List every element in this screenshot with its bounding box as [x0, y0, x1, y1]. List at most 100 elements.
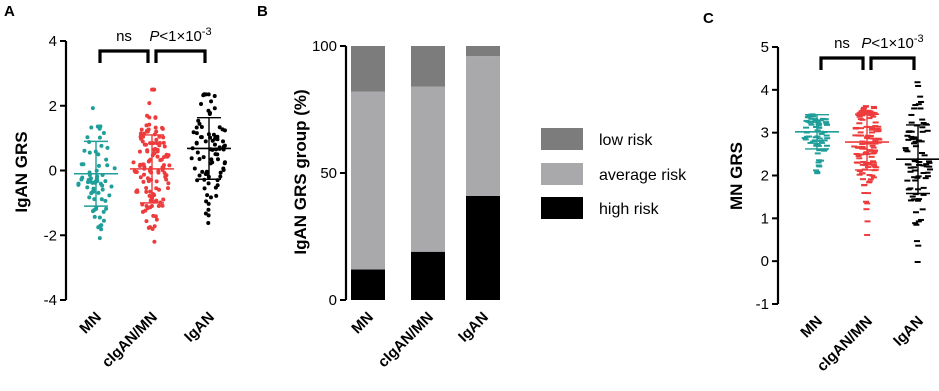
pa-point [97, 236, 102, 241]
pa-point [98, 124, 103, 129]
pa-point [206, 221, 211, 226]
pa-point [137, 164, 142, 169]
pa-point [137, 149, 142, 154]
panel-b-ylabel: IgAN GRS group (%) [291, 89, 310, 254]
pa-point [209, 99, 214, 104]
pc-bracket-1 [819, 56, 865, 70]
pc-category-label-igan: IgAN [890, 313, 927, 350]
pa-point [139, 127, 144, 132]
pa-point [101, 218, 106, 223]
pa-point [104, 157, 109, 162]
pa-sig-label-1: ns [116, 28, 132, 45]
pa-point [96, 190, 101, 195]
legend-label-average-risk: average risk [599, 167, 687, 184]
pb-bar-cigan-mn-high-risk [411, 251, 445, 300]
pa-point [85, 135, 90, 140]
pa-point [163, 174, 168, 179]
pb-bar-igan-average-risk [466, 56, 500, 196]
pa-point [100, 183, 105, 188]
pa-point [82, 148, 87, 153]
pa-point [85, 185, 90, 190]
pa-point [147, 122, 152, 127]
pa-point [201, 155, 206, 160]
panel-c-significance: ns P<1×10-3 [819, 33, 924, 70]
pa-point [86, 177, 91, 182]
pa-point [166, 153, 171, 158]
pa-point [92, 214, 97, 219]
pb-y-tick-label: 0 [329, 292, 337, 309]
pa-point [89, 191, 94, 196]
pa-point [161, 135, 166, 140]
pa-point [104, 206, 109, 211]
pa-point [192, 166, 197, 171]
pa-point [200, 169, 205, 174]
pb-bar-mn-low-risk [351, 46, 385, 92]
pa-point [208, 195, 213, 200]
pa-point [100, 187, 105, 192]
pa-point [90, 106, 95, 111]
pa-point [107, 193, 112, 198]
pa-point [152, 239, 157, 244]
pa-point [197, 121, 202, 126]
panel-a-points [76, 87, 227, 244]
pa-point [134, 169, 139, 174]
pa-point [212, 106, 217, 111]
pa-point [147, 101, 152, 106]
pa-point [143, 208, 148, 213]
pa-point [222, 161, 227, 166]
pa-point [101, 209, 106, 214]
panel-c-ylabel: MN GRS [727, 142, 746, 210]
pa-point [103, 179, 108, 184]
pa-point [144, 219, 149, 224]
legend-label-high-risk: high risk [599, 201, 660, 218]
panel-b-axes: 0 50 100 [312, 38, 348, 309]
panel-a-ylabel: IgAN GRS [12, 131, 31, 212]
pa-point [197, 173, 202, 178]
pa-point [153, 146, 158, 151]
pa-point [156, 169, 161, 174]
pa-point [221, 166, 226, 171]
pa-point [80, 175, 85, 180]
pa-point [161, 140, 166, 145]
pa-point [207, 111, 212, 116]
pa-point [206, 108, 211, 113]
pa-point [203, 211, 208, 216]
pc-y-tick-label: 0 [761, 253, 769, 270]
pa-point [131, 160, 136, 165]
pa-point [194, 141, 199, 146]
pa-point [199, 135, 204, 140]
pa-y-tick-label: 4 [49, 33, 57, 50]
pa-point [206, 207, 211, 212]
pc-category-label-mn: MN [797, 313, 826, 342]
panel-c-letter: C [703, 10, 714, 27]
pa-point [103, 198, 108, 203]
pa-point [212, 142, 217, 147]
legend-swatch-average-risk [541, 163, 583, 185]
pa-point [99, 197, 104, 202]
pa-point [157, 134, 162, 139]
pa-point [154, 137, 159, 142]
pa-point [105, 163, 110, 168]
pa-point [97, 215, 102, 220]
pa-category-label-igan: IgAN [181, 309, 218, 346]
pc-bracket-2 [869, 56, 916, 70]
panel-c-summary-lines [795, 113, 939, 195]
pa-point [165, 186, 170, 191]
pa-point [140, 139, 145, 144]
pb-y-tick-label: 100 [312, 38, 337, 55]
pa-point [153, 115, 158, 120]
pa-point [145, 176, 150, 181]
pa-point [199, 101, 204, 106]
pa-point [148, 141, 153, 146]
pa-point [147, 193, 152, 198]
pb-category-label-igan: IgAN [455, 309, 492, 346]
pa-point [157, 187, 162, 192]
pa-point [194, 131, 199, 136]
pa-point [194, 125, 199, 130]
pa-point [153, 125, 158, 130]
pa-y-tick-label: 0 [49, 163, 57, 180]
pa-point [191, 130, 196, 135]
